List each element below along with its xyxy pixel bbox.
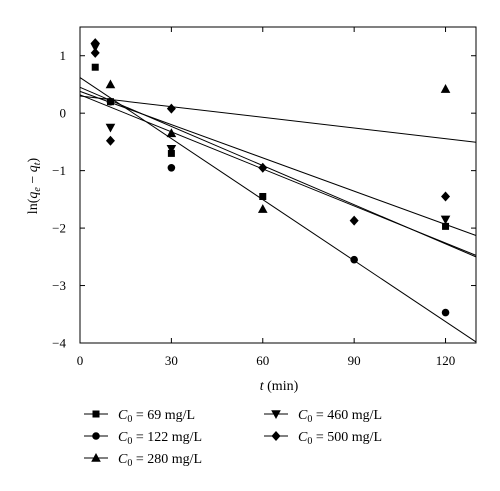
- legend-item: C0 = 280 mg/L: [84, 452, 202, 469]
- data-point-triangle-up: [257, 204, 268, 213]
- data-point-circle: [106, 97, 115, 106]
- legend-label: C0 = 500 mg/L: [298, 430, 382, 447]
- legend-marker-triangle-up: [91, 453, 101, 462]
- legend-marker-square: [92, 410, 100, 418]
- data-point-triangle-up: [166, 128, 177, 138]
- x-tick-label: 30: [165, 353, 178, 368]
- data-point-circle: [441, 308, 450, 317]
- x-tick-label: 60: [256, 353, 269, 368]
- legend-marker-circle: [92, 432, 100, 440]
- tick-labels: 0 30 60 90 120 1 0 −1 −2 −3 −4: [52, 48, 455, 368]
- y-tick-label: −2: [52, 221, 66, 236]
- data-markers: [90, 38, 451, 317]
- fit-line-circle: [79, 77, 477, 343]
- legend-item: C0 = 69 mg/L: [84, 408, 195, 425]
- data-point-triangle-down: [105, 123, 116, 133]
- y-tick-label: 1: [60, 48, 67, 63]
- data-point-square: [442, 222, 450, 230]
- legend-label: C0 = 122 mg/L: [118, 430, 202, 447]
- fit-lines: [79, 77, 477, 343]
- legend-item: C0 = 500 mg/L: [264, 430, 382, 447]
- y-tick-label: −4: [52, 336, 66, 351]
- x-tick-label: 0: [77, 353, 84, 368]
- fit-line-triangle-up: [79, 95, 477, 143]
- data-point-square: [259, 192, 267, 200]
- x-tick-label: 90: [348, 353, 361, 368]
- plot-frame: [79, 26, 477, 344]
- legend-label: C0 = 280 mg/L: [118, 452, 202, 469]
- legend-item: C0 = 122 mg/L: [84, 430, 202, 447]
- data-point-diamond: [441, 191, 451, 202]
- data-point-diamond: [258, 162, 268, 173]
- data-point-diamond: [90, 38, 100, 49]
- y-axis-title: ln(qe − qt): [26, 157, 43, 214]
- fit-line-diamond: [79, 86, 477, 258]
- data-point-triangle-up: [105, 79, 116, 89]
- legend-marker-triangle-down: [271, 410, 281, 419]
- x-tick-label: 120: [436, 353, 456, 368]
- data-point-square: [91, 63, 99, 71]
- legend-item: C0 = 460 mg/L: [264, 408, 382, 425]
- data-point-diamond: [166, 103, 176, 114]
- legend-label: C0 = 69 mg/L: [118, 408, 195, 425]
- data-point-diamond: [349, 215, 359, 226]
- data-point-diamond: [105, 135, 115, 146]
- y-tick-label: 0: [60, 106, 67, 121]
- data-point-triangle-down: [440, 215, 451, 225]
- legend-label: C0 = 460 mg/L: [298, 408, 382, 425]
- y-tick-label: −1: [52, 163, 66, 178]
- legend-marker-diamond: [271, 431, 281, 441]
- data-point-circle: [350, 255, 358, 264]
- x-axis-title: t (min): [260, 379, 299, 394]
- data-point-circle: [167, 163, 176, 172]
- axis-ticks: [79, 27, 476, 344]
- legend: C0 = 69 mg/L C0 = 122 mg/L C0 = 280 mg/L C0…: [84, 408, 382, 469]
- y-tick-label: −3: [52, 278, 66, 293]
- data-point-triangle-up: [440, 84, 451, 93]
- data-point-diamond: [90, 47, 100, 58]
- data-point-triangle-down: [166, 145, 177, 154]
